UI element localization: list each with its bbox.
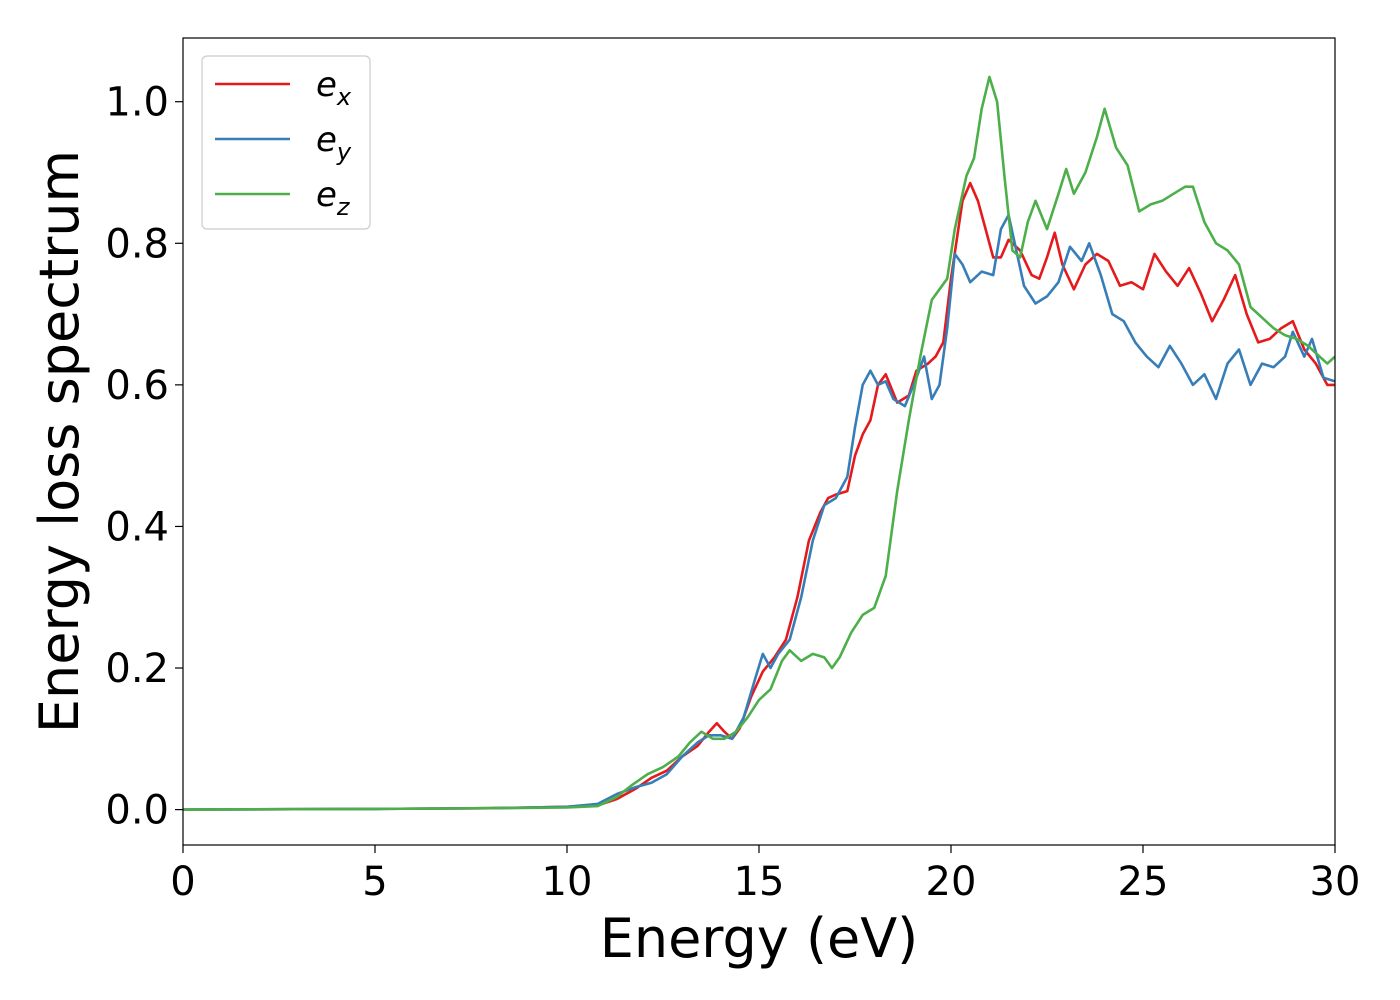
x-tick-label: 15 xyxy=(734,859,785,905)
x-tick-label: 30 xyxy=(1310,859,1361,905)
x-tick-label: 25 xyxy=(1118,859,1169,905)
legend-entry-y: ey xyxy=(316,120,352,166)
y-tick-label: 0.8 xyxy=(105,221,169,267)
legend-entry-subscript: x xyxy=(336,83,352,111)
legend-entry-name: e xyxy=(316,65,337,105)
x-tick-label: 20 xyxy=(926,859,977,905)
series-line-e-y xyxy=(183,213,1335,811)
legend-entry-z: ez xyxy=(316,175,351,221)
plot-area xyxy=(183,75,1335,811)
y-axis-label: Energy loss spectrum xyxy=(28,150,91,733)
legend-box xyxy=(201,55,371,230)
legend-entry-subscript: z xyxy=(336,193,351,221)
series-line-e-z xyxy=(183,75,1335,811)
y-tick-label: 0.4 xyxy=(105,504,169,550)
legend-entry-subscript: y xyxy=(336,138,352,166)
y-tick-label: 0.6 xyxy=(105,363,169,409)
legend-entry-x: ex xyxy=(316,65,352,111)
legend-entry-name: e xyxy=(316,120,337,160)
x-axis-label: Energy (eV) xyxy=(600,907,919,970)
x-tick-label: 0 xyxy=(170,859,195,905)
y-tick-label: 0.2 xyxy=(105,646,169,692)
y-tick-label: 0.0 xyxy=(105,788,169,834)
x-tick-label: 10 xyxy=(542,859,593,905)
legend-entry-name: e xyxy=(316,175,337,215)
y-tick-label: 1.0 xyxy=(105,80,169,126)
x-axis-ticks: 0 5 10 15 20 25 30 xyxy=(170,845,1360,905)
y-axis-ticks: 0.0 0.2 0.4 0.6 0.8 1.0 xyxy=(105,80,183,834)
x-tick-label: 5 xyxy=(362,859,387,905)
